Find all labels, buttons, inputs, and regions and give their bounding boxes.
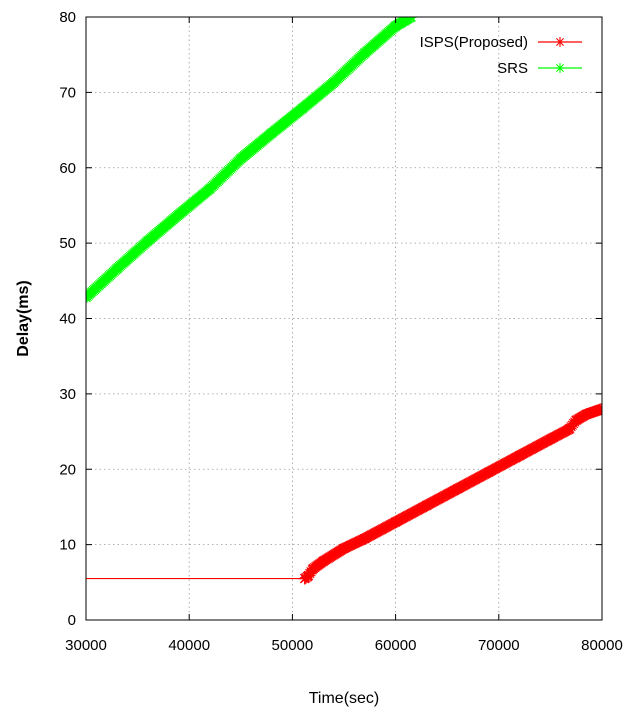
data-point (580, 408, 593, 421)
x-tick-label: 40000 (168, 637, 210, 654)
data-point (338, 542, 350, 555)
x-axis-label: Time(sec) (309, 690, 380, 707)
y-tick-label: 40 (59, 311, 76, 328)
data-point (265, 127, 278, 140)
axis-ticks: 0 10 20 30 40 50 60 70 80 30000 40000 50000 60000 700… (59, 9, 623, 654)
data-point (327, 76, 340, 89)
data-point (389, 20, 402, 33)
y-tick-label: 70 (59, 84, 76, 101)
data-point (513, 449, 526, 462)
data-point (110, 262, 123, 275)
data-point (420, 499, 433, 512)
legend: ISPS(Proposed) SRS (420, 34, 582, 77)
series-layer (86, 17, 602, 585)
series-1 (86, 17, 418, 304)
y-tick-label: 0 (68, 612, 76, 629)
data-point (317, 555, 330, 568)
x-tick-label: 80000 (581, 637, 623, 654)
data-point (203, 182, 216, 195)
x-tick-label: 50000 (272, 637, 314, 654)
legend-swatch-marker (555, 63, 565, 73)
data-point (358, 532, 371, 545)
series-markers (298, 402, 602, 585)
data-point (301, 570, 314, 583)
data-point (482, 466, 495, 479)
y-axis-label: Delay(ms) (15, 280, 32, 356)
legend-swatch-marker (555, 37, 565, 47)
data-point (570, 414, 583, 427)
y-tick-label: 60 (59, 160, 76, 177)
data-point (234, 152, 247, 165)
data-point (296, 102, 309, 115)
data-point (172, 208, 185, 221)
legend-label: ISPS(Proposed) (420, 34, 528, 51)
x-tick-label: 60000 (375, 637, 417, 654)
x-tick-label: 70000 (478, 637, 520, 654)
y-tick-label: 50 (59, 235, 76, 252)
data-point (358, 47, 371, 60)
data-point (141, 234, 154, 247)
x-tick-label: 30000 (65, 637, 107, 654)
legend-label: SRS (497, 60, 528, 77)
series-0 (86, 402, 602, 585)
data-point (451, 482, 464, 495)
y-tick-label: 30 (59, 386, 76, 403)
grid-lines (86, 17, 602, 620)
y-tick-label: 80 (59, 9, 76, 26)
data-point (307, 562, 320, 575)
data-point (389, 516, 402, 529)
data-point (562, 423, 575, 436)
y-tick-label: 20 (59, 461, 76, 478)
y-tick-label: 10 (59, 537, 76, 554)
data-point (544, 433, 557, 446)
